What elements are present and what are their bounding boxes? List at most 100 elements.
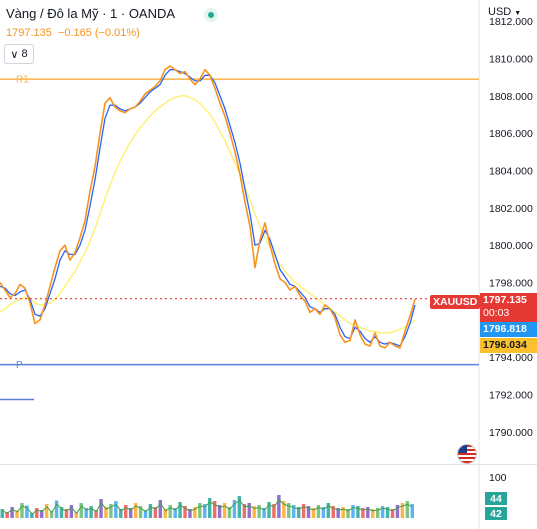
volume-bar-32 — [158, 500, 163, 518]
volume-bar-33 — [163, 509, 167, 518]
volume-bar-77 — [380, 506, 385, 518]
volume-bar-36 — [178, 502, 182, 518]
price-tick-label-10: 1792.000 — [489, 390, 533, 402]
volume-bar-57 — [282, 501, 286, 518]
quote-line: 1797.135 −0.165 (−0.01%) — [6, 27, 140, 39]
volume-value-badge-1: 44 — [485, 492, 507, 505]
volume-bar-17 — [84, 508, 88, 518]
price-tick-label-6: 1800.000 — [489, 240, 533, 252]
last-price-value: 1797.135 — [6, 27, 52, 39]
volume-bar-34 — [168, 505, 172, 518]
volume-bar-27 — [133, 503, 138, 518]
volume-ma-line — [2, 498, 413, 515]
currency-selector[interactable]: USD ▼ — [488, 6, 521, 18]
volume-bar-3 — [15, 510, 19, 518]
volume-bar-76 — [375, 508, 380, 518]
volume-bar-71 — [351, 505, 355, 518]
indicator-count: 8 — [21, 48, 28, 60]
price-tick-label-3: 1806.000 — [489, 128, 533, 140]
volume-bar-73 — [361, 508, 365, 518]
volume-bar-22 — [109, 504, 113, 518]
volume-bar-60 — [296, 507, 301, 518]
volume-bar-46 — [227, 507, 232, 518]
volume-bar-5 — [25, 505, 29, 518]
volume-bar-65 — [321, 507, 326, 518]
collapse-indicators-button[interactable]: ∨ 8 — [4, 44, 34, 64]
volume-bar-23 — [114, 501, 118, 518]
volume-bar-74 — [366, 507, 370, 518]
volume-bar-16 — [79, 503, 83, 518]
volume-bar-20 — [99, 499, 103, 518]
volume-bar-38 — [188, 509, 192, 518]
level-label-p: P — [16, 360, 23, 371]
volume-bar-24 — [119, 509, 123, 518]
us-flag-icon[interactable] — [457, 444, 477, 464]
volume-bar-25 — [124, 505, 128, 518]
volume-bar-14 — [69, 505, 74, 518]
volume-bar-47 — [232, 500, 237, 518]
ma-fast-tag: 1796.818 — [480, 322, 537, 337]
price-plot — [0, 65, 416, 349]
volume-bar-18 — [89, 506, 93, 518]
volume-bar-6 — [30, 513, 34, 518]
price-tick-label-2: 1808.000 — [489, 91, 533, 103]
volume-bar-13 — [64, 509, 69, 518]
price-tick-label-1: 1810.000 — [489, 54, 533, 66]
volume-bar-4 — [20, 503, 24, 518]
price-axis[interactable]: 1812.000 1810.000 1808.000 1806.000 1804.000… — [489, 16, 533, 439]
volume-bar-1 — [5, 512, 9, 518]
market-open-dot-icon — [204, 8, 218, 22]
volume-bar-45 — [222, 503, 227, 518]
volume-bar-37 — [183, 506, 187, 518]
volume-bar-58 — [287, 503, 291, 518]
volume-bar-55 — [272, 504, 276, 518]
last-price-tag-value: 1797.135 — [483, 294, 527, 306]
volume-bar-52 — [257, 505, 261, 518]
bar-countdown: 00:03 — [483, 307, 510, 319]
volume-bar-40 — [198, 503, 202, 518]
volume-bar-68 — [336, 508, 340, 518]
price-tick-label-7: 1798.000 — [489, 278, 533, 290]
volume-bar-41 — [203, 504, 207, 518]
price-change-value: −0.165 (−0.01%) — [57, 27, 140, 39]
volume-bar-0 — [0, 509, 4, 518]
price-tick-label-0: 1812.000 — [489, 16, 533, 28]
volume-bar-61 — [301, 504, 306, 518]
volume-bar-35 — [173, 508, 177, 518]
volume-bar-19 — [94, 510, 98, 518]
ma-slow-tag: 1796.034 — [480, 338, 537, 353]
level-label-r1: R1 — [16, 75, 29, 86]
volume-bar-30 — [148, 504, 153, 518]
volume-scale-label: 100 — [489, 472, 507, 484]
volume-bar-50 — [247, 503, 251, 518]
volume-bar-63 — [311, 508, 316, 518]
ma-fast-series-line — [0, 69, 416, 347]
volume-bar-67 — [331, 506, 335, 518]
volume-bar-28 — [138, 506, 143, 518]
symbol-tag: XAUUSD — [430, 295, 481, 309]
volume-bar-72 — [356, 506, 360, 518]
volume-bar-83 — [410, 504, 414, 518]
volume-bar-2 — [10, 507, 14, 518]
volume-bars — [0, 495, 414, 518]
last-price-tag: 1797.135 00:03 — [480, 293, 537, 322]
volume-bar-59 — [291, 505, 296, 518]
pivot-levels: R1 P — [0, 75, 479, 371]
price-tick-label-4: 1804.000 — [489, 166, 533, 178]
volume-bar-80 — [395, 505, 400, 518]
volume-value-badge-2: 42 — [485, 507, 507, 520]
price-series-line — [0, 65, 416, 349]
volume-bar-81 — [400, 503, 405, 518]
ma-slow-series-line — [0, 95, 416, 334]
volume-bar-66 — [326, 503, 331, 518]
volume-bar-43 — [212, 501, 217, 518]
volume-bar-7 — [35, 508, 39, 518]
volume-bar-26 — [128, 508, 133, 518]
price-tick-label-9: 1794.000 — [489, 352, 533, 364]
symbol-title[interactable]: Vàng / Đô la Mỹ · 1 · OANDA — [6, 6, 176, 21]
volume-bar-31 — [153, 507, 158, 518]
volume-bar-78 — [385, 507, 390, 518]
volume-bar-49 — [242, 504, 247, 518]
volume-bar-64 — [316, 505, 321, 518]
